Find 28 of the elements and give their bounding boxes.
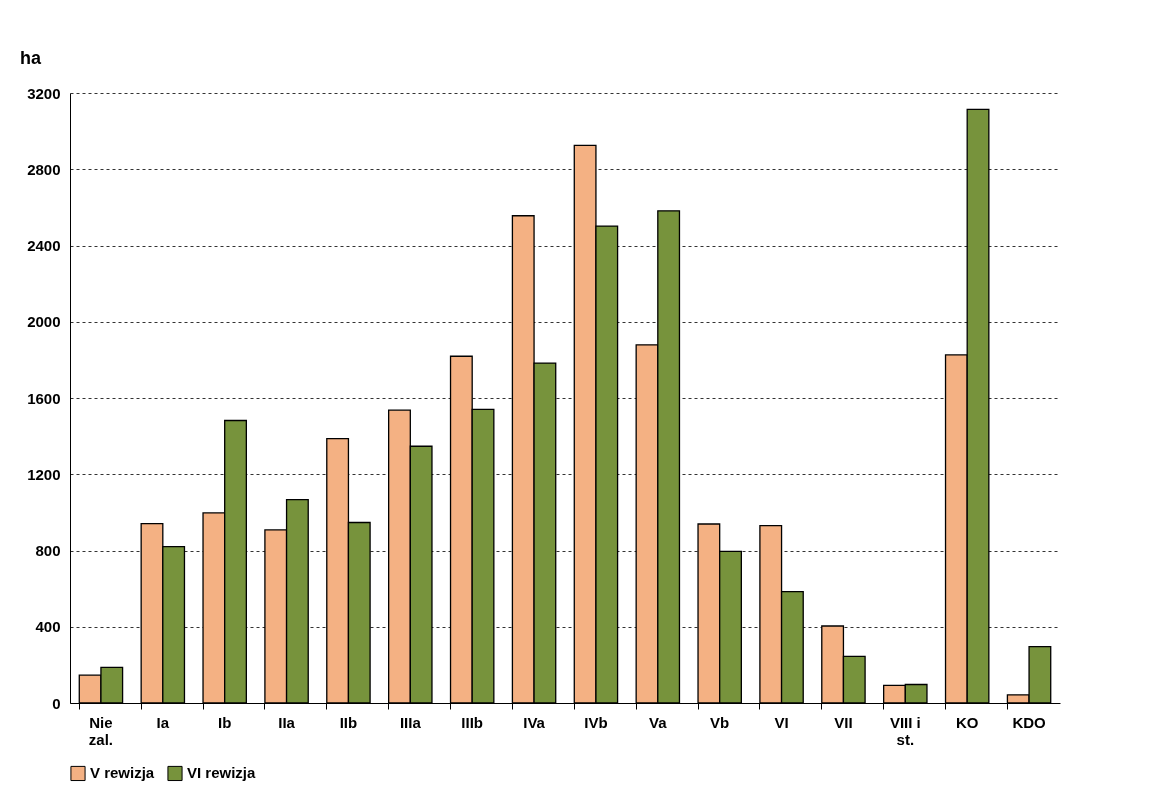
legend-label: V rewizja — [90, 764, 155, 782]
legend-label: VI rewizja — [187, 764, 257, 782]
y-axis-title: ha — [20, 48, 42, 68]
y-tick-label: 1600 — [27, 389, 61, 407]
y-tick-label: 1200 — [27, 465, 61, 483]
y-tick-label: 800 — [35, 542, 61, 559]
x-tick-label: KDO — [1012, 713, 1047, 731]
y-tick-label: 2400 — [27, 237, 61, 254]
x-tick-label: VI — [774, 713, 789, 731]
x-tick-label: Ib — [218, 713, 232, 731]
x-tick-label: Ia — [156, 713, 170, 731]
x-tick-label: Vb — [710, 713, 730, 731]
x-tick-label: VIII i st. — [889, 713, 921, 748]
x-tick-label: IIIa — [399, 713, 422, 731]
x-tick-label: IIa — [278, 713, 296, 731]
x-tick-label: VII — [834, 713, 853, 731]
y-tick-label: 0 — [52, 694, 61, 712]
y-tick-label: 3200 — [27, 84, 61, 102]
x-tick-label: Va — [649, 713, 668, 731]
x-tick-label: IVa — [523, 713, 546, 731]
y-tick-label: 2800 — [27, 160, 61, 178]
x-tick-label: IIb — [339, 713, 358, 731]
y-tick-label: 2000 — [27, 313, 61, 331]
x-tick-label: IVb — [584, 713, 608, 731]
x-tick-label: Nie zal. — [88, 713, 114, 748]
y-tick-label: 400 — [35, 618, 61, 636]
x-tick-label: IIIb — [461, 713, 484, 731]
x-tick-label: KO — [955, 713, 979, 731]
